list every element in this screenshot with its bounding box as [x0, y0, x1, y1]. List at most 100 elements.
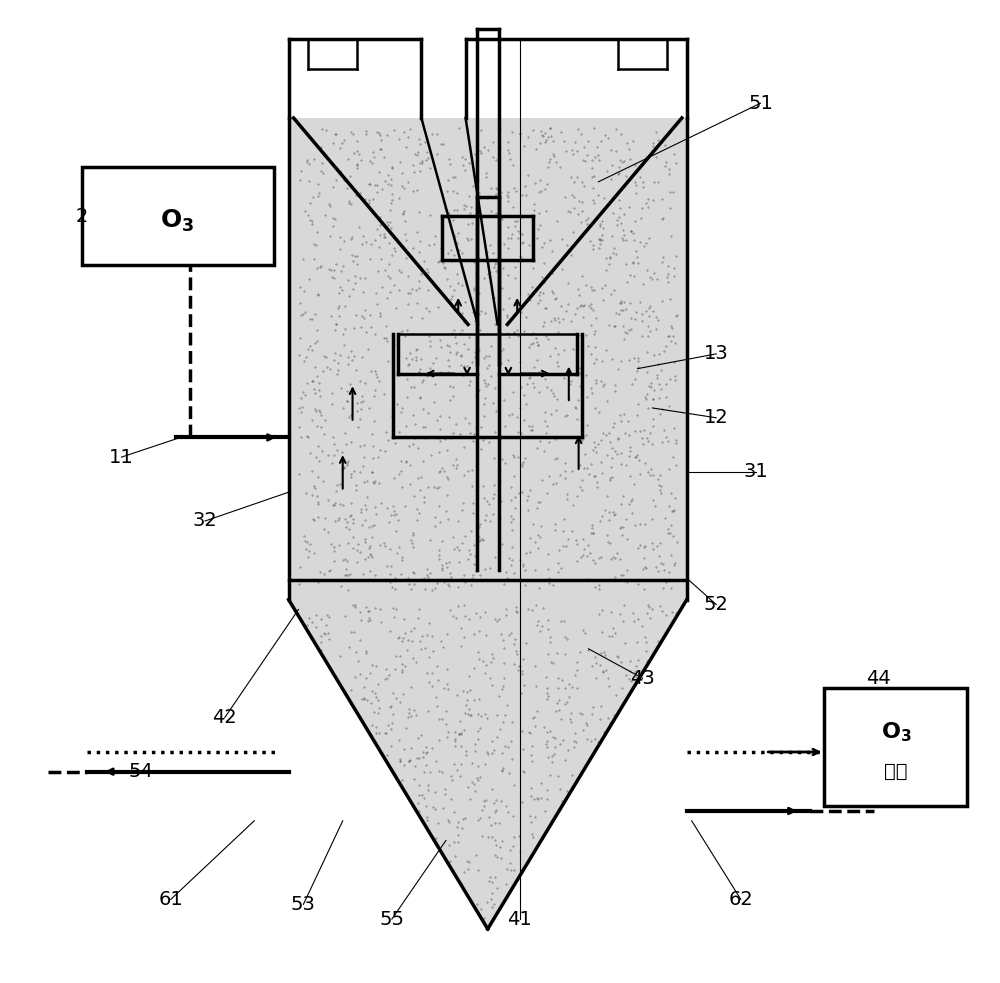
Point	[575, 723, 591, 738]
Point	[337, 608, 353, 624]
Point	[658, 607, 674, 623]
Point	[590, 734, 606, 750]
Point	[368, 689, 384, 705]
Point	[408, 707, 424, 723]
Point	[424, 126, 440, 142]
Point	[501, 550, 517, 566]
Point	[427, 509, 443, 525]
Point	[425, 799, 441, 815]
Point	[520, 286, 536, 302]
Point	[386, 608, 402, 624]
Point	[645, 139, 661, 154]
Point	[512, 400, 528, 416]
Point	[541, 153, 557, 169]
Point	[530, 296, 546, 312]
Point	[449, 762, 465, 778]
Point	[494, 763, 510, 779]
Point	[663, 333, 679, 349]
Point	[470, 758, 486, 774]
Point	[594, 465, 610, 481]
Point	[662, 292, 678, 308]
Point	[380, 176, 396, 192]
Point	[640, 464, 656, 480]
Point	[332, 229, 348, 245]
Point	[509, 646, 525, 662]
Point	[410, 439, 426, 455]
Point	[343, 494, 359, 510]
Point	[484, 886, 500, 901]
Point	[614, 527, 630, 543]
Point	[508, 604, 524, 619]
Point	[616, 407, 632, 423]
Point	[435, 137, 451, 152]
Point	[507, 270, 523, 286]
Point	[586, 468, 602, 484]
Point	[352, 374, 368, 389]
Point	[405, 183, 421, 199]
Point	[581, 299, 597, 315]
Point	[540, 561, 556, 577]
Point	[416, 254, 432, 269]
Point	[612, 200, 628, 215]
Point	[444, 325, 460, 341]
Point	[578, 368, 594, 383]
Point	[366, 704, 382, 720]
Point	[608, 687, 624, 703]
Point	[446, 202, 462, 218]
Point	[482, 560, 498, 576]
Point	[419, 369, 435, 384]
Point	[461, 377, 477, 393]
Point	[464, 355, 480, 371]
Point	[565, 341, 581, 357]
Point	[377, 261, 393, 277]
Point	[403, 740, 419, 756]
Point	[601, 678, 617, 694]
Point	[543, 381, 559, 397]
Point	[508, 599, 524, 614]
Point	[554, 261, 570, 277]
Point	[593, 698, 609, 714]
Point	[630, 610, 646, 626]
Point	[425, 643, 441, 659]
Point	[587, 322, 603, 338]
Point	[446, 756, 462, 772]
Point	[425, 355, 441, 371]
Point	[468, 846, 484, 862]
Point	[341, 288, 357, 304]
Point	[334, 462, 350, 478]
Text: 12: 12	[704, 408, 729, 428]
Point	[348, 644, 364, 660]
Point	[420, 778, 436, 793]
Point	[361, 519, 377, 535]
Point	[666, 268, 682, 284]
Point	[564, 463, 580, 479]
Point	[310, 574, 326, 590]
Point	[294, 399, 310, 415]
Point	[534, 127, 550, 143]
Point	[557, 470, 573, 486]
Point	[364, 464, 380, 480]
Point	[619, 532, 635, 548]
Point	[421, 615, 437, 631]
Point	[628, 185, 644, 201]
Point	[411, 131, 427, 146]
Point	[513, 426, 529, 441]
Point	[329, 160, 345, 176]
Point	[491, 339, 507, 355]
Point	[540, 546, 556, 561]
Point	[622, 267, 638, 283]
Point	[611, 208, 627, 224]
Point	[349, 143, 365, 158]
Point	[512, 659, 528, 674]
Point	[590, 147, 606, 163]
Point	[542, 629, 558, 645]
Point	[514, 458, 530, 474]
Point	[600, 534, 616, 549]
Point	[406, 771, 422, 786]
Point	[500, 134, 516, 149]
Point	[440, 511, 456, 527]
Point	[626, 612, 642, 628]
Point	[514, 484, 530, 499]
Point	[442, 155, 458, 171]
Point	[331, 537, 347, 552]
